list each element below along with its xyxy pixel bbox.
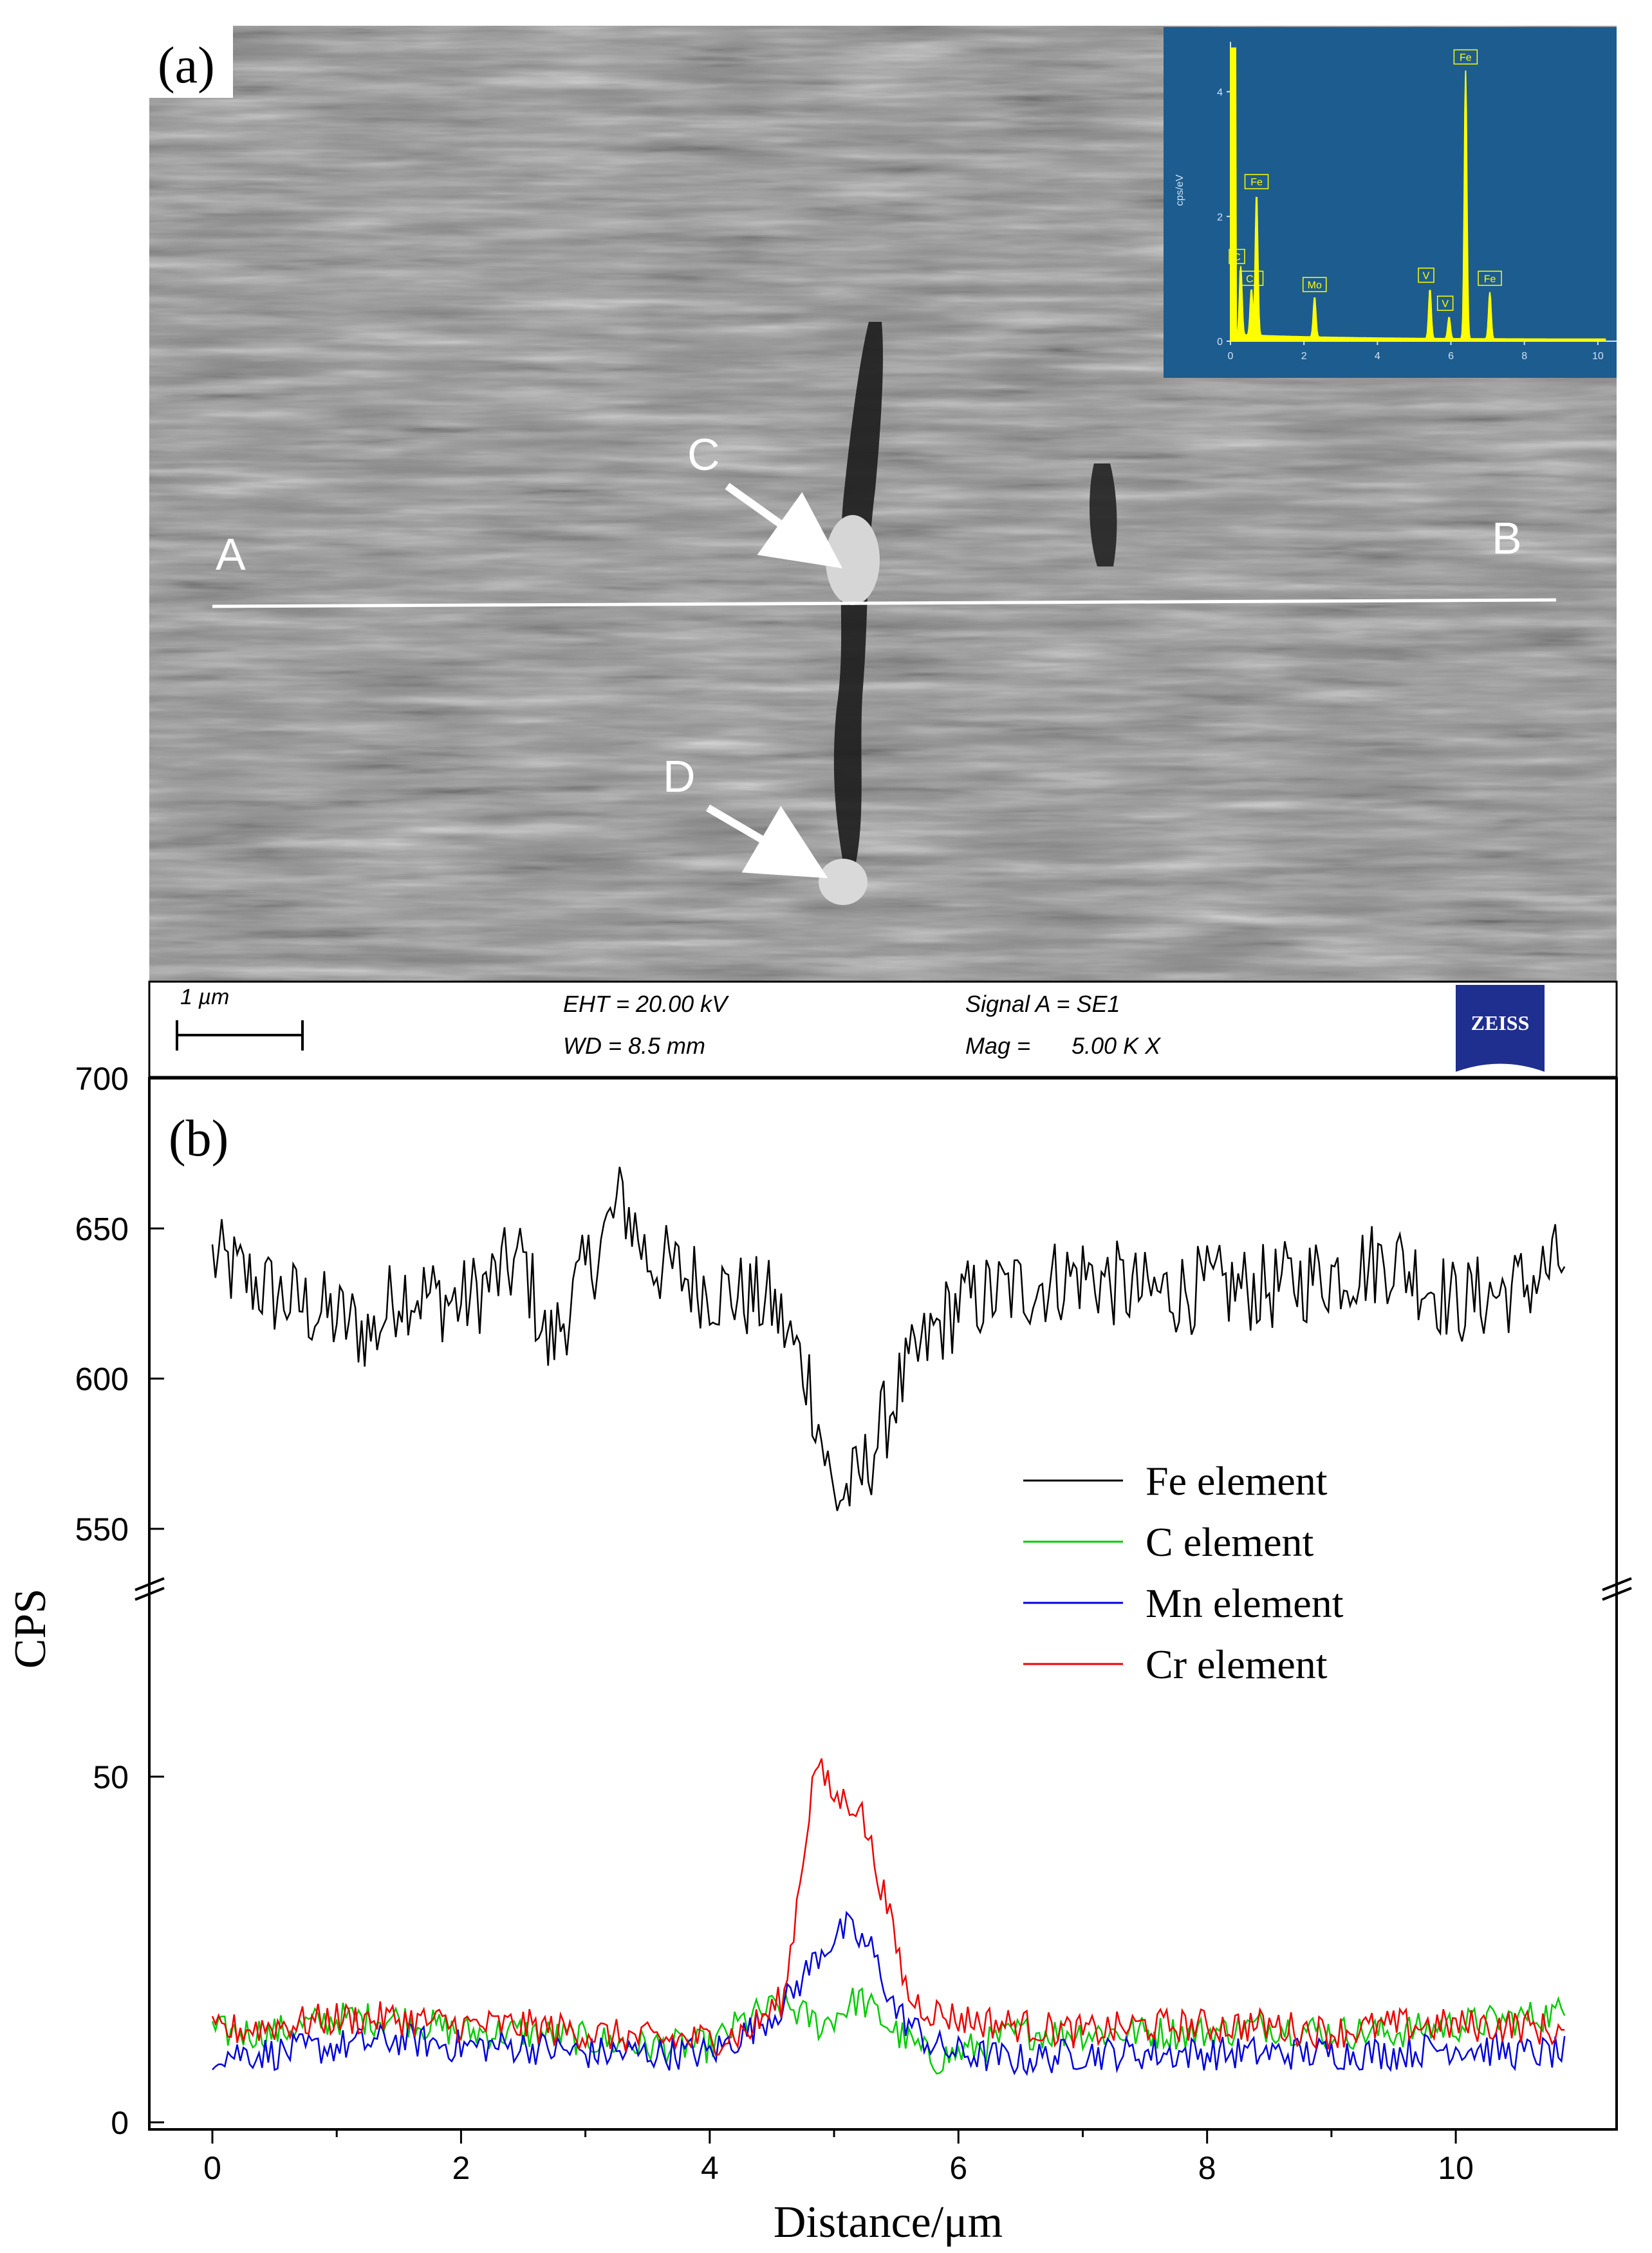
wd-readout: WD = 8.5 mm [563, 1033, 705, 1059]
legend: Fe element C element Mn element Cr element [1023, 1458, 1344, 1687]
line-start-label: A [216, 529, 246, 579]
x-tick-label: 8 [1198, 2150, 1216, 2186]
eds-peak-label: Fe [1250, 177, 1263, 188]
eds-peak-label: V [1423, 271, 1430, 282]
series-mn-element [212, 1911, 1566, 2076]
eds-x-tick: 6 [1448, 351, 1454, 362]
line-scan-path [212, 598, 1557, 608]
eds-x-tick: 0 [1228, 351, 1234, 362]
eds-peak-label: Fe [1460, 52, 1472, 63]
eds-peak-label: C [1233, 252, 1241, 263]
y-axis: 550 600 650 700 0 50 [75, 1061, 164, 2141]
axis-break-left-2 [135, 1587, 165, 1601]
y-tick-label: 600 [75, 1361, 129, 1398]
eds-peak-label: Fe [1484, 274, 1496, 285]
signal-readout: Signal A = SE1 [965, 991, 1120, 1017]
arrow-d [705, 804, 828, 879]
eds-x-tick: 4 [1375, 351, 1380, 362]
pore [1090, 463, 1117, 566]
x-axis: 0 2 4 6 8 10 [203, 2129, 1474, 2186]
particle-d [819, 859, 868, 905]
series-fe-element [211, 1166, 1566, 1511]
y-tick-label: 550 [75, 1511, 129, 1547]
eds-x-tick: 8 [1521, 351, 1527, 362]
line-scan-chart: (b) 550 600 650 700 0 50 0 2 4 6 8 10 CPS Distance… [6, 1061, 1632, 2247]
axis-break-right-2 [1602, 1587, 1632, 1601]
eds-peak-label: Mo [1308, 280, 1322, 291]
svg-text:ZEISS: ZEISS [1471, 1011, 1530, 1034]
line-end-label: B [1492, 513, 1522, 563]
point-c-label: C [687, 429, 720, 480]
y-tick-label: 50 [93, 1759, 129, 1795]
x-axis-label: Distance/μm [774, 2198, 1003, 2247]
y-tick-label: 700 [75, 1061, 129, 1097]
particle-c [826, 515, 880, 605]
x-tick-label: 2 [452, 2150, 470, 2186]
mag-label: Mag = [965, 1033, 1030, 1059]
panel-b-label: (b) [169, 1110, 228, 1167]
eds-x-tick: 2 [1301, 351, 1307, 362]
y-tick-label: 650 [75, 1211, 129, 1247]
arrow-c [725, 483, 843, 568]
axis-break-right-1 [1602, 1577, 1632, 1591]
x-tick-label: 6 [949, 2150, 967, 2186]
y-tick-label: 0 [111, 2105, 129, 2141]
eds-y-tick: 4 [1217, 88, 1223, 98]
y-axis-label: CPS [6, 1589, 55, 1669]
axis-break-left-1 [135, 1577, 165, 1591]
mag-value: 5.00 K X [1072, 1033, 1162, 1059]
eds-y-tick: 2 [1217, 212, 1223, 223]
eht-readout: EHT = 20.00 kV [563, 991, 729, 1017]
sem-info-bar: 1 µm EHT = 20.00 kV WD = 8.5 mm Signal A… [148, 980, 1618, 1078]
legend-entry: Mn element [1146, 1580, 1344, 1626]
eds-peak-label: Cr [1246, 274, 1258, 285]
panel-a-label: (a) [158, 37, 215, 94]
eds-spectrum [1230, 47, 1606, 342]
eds-inset: cps/eV 0 2 4 6 8 10 0 2 4 C Cr Fe Mo V V Fe Fe [1164, 27, 1617, 378]
zeiss-logo: ZEISS [1456, 985, 1545, 1072]
x-tick-label: 0 [203, 2150, 221, 2186]
point-d-label: D [663, 751, 696, 801]
eds-ylabel: cps/eV [1174, 174, 1185, 206]
legend-entry: C element [1146, 1519, 1313, 1565]
scale-label: 1 µm [180, 985, 229, 1009]
x-tick-label: 10 [1438, 2150, 1474, 2186]
eds-peak-label: V [1442, 299, 1449, 310]
eds-y-tick: 0 [1217, 337, 1223, 348]
legend-entry: Fe element [1146, 1458, 1328, 1504]
eds-x-tick: 10 [1592, 351, 1604, 362]
x-tick-label: 4 [701, 2150, 719, 2186]
series-cr-element [211, 1758, 1565, 2057]
legend-entry: Cr element [1146, 1641, 1328, 1687]
